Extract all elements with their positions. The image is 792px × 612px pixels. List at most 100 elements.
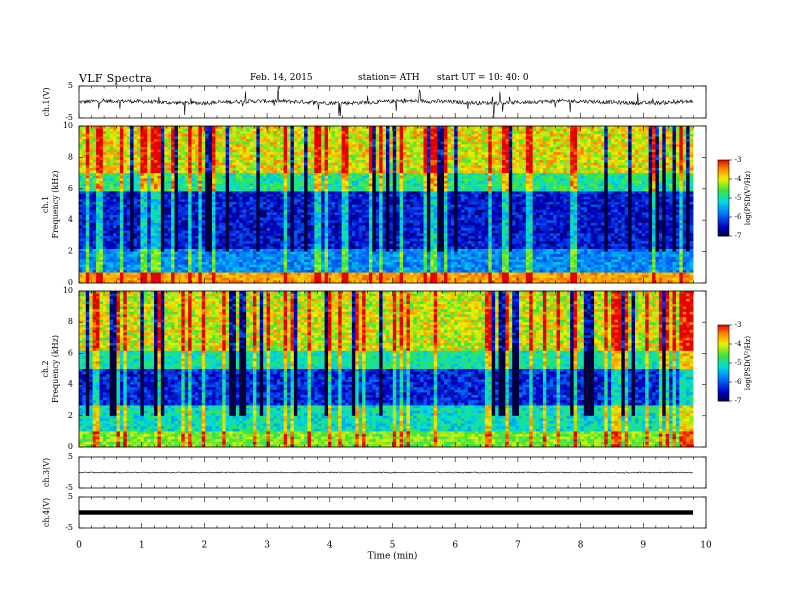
spectrogram-cell: [348, 241, 353, 245]
spectrogram-cell: [235, 246, 240, 250]
spectrogram-cell: [106, 204, 111, 208]
spectrogram-cell: [229, 194, 233, 198]
spectrogram-cell: [225, 207, 230, 211]
spectrogram-cell: [82, 201, 87, 205]
spectrogram-cell: [348, 126, 353, 130]
spectrogram-cell: [232, 269, 237, 273]
spectrogram-cell: [321, 230, 325, 234]
spectrogram-cell: [143, 178, 148, 182]
spectrogram-cell: [229, 230, 233, 234]
spectrogram-cell: [109, 222, 114, 226]
spectrogram-cell: [314, 222, 319, 226]
spectrogram-cell: [232, 139, 237, 143]
spectrogram-cell: [113, 188, 117, 192]
spectrogram-cell: [310, 275, 315, 279]
spectrogram-cell: [259, 170, 264, 174]
spectrogram-cell: [133, 272, 138, 276]
spectrogram-cell: [130, 204, 134, 208]
spectrogram-cell: [212, 241, 216, 245]
spectrogram-cell: [157, 280, 162, 284]
spectrogram-cell: [96, 262, 100, 266]
spectrogram-cell: [287, 264, 291, 268]
spectrogram-cell: [317, 233, 322, 237]
spectrogram-cell: [198, 228, 203, 232]
spectrogram-cell: [119, 277, 124, 281]
spectrogram-cell: [140, 217, 145, 221]
spectrogram-cell: [276, 259, 281, 263]
spectrogram-cell: [215, 259, 220, 263]
spectrogram-cell: [205, 251, 210, 255]
spectrogram-cell: [307, 212, 312, 216]
spectrogram-cell: [338, 128, 343, 132]
spectrogram-cell: [96, 170, 100, 174]
spectrogram-cell: [150, 173, 155, 177]
spectrogram-cell: [140, 170, 145, 174]
spectrogram-cell: [133, 217, 138, 221]
spectrogram-cell: [113, 254, 117, 258]
spectrogram-cell: [96, 136, 100, 140]
spectrogram-cell: [109, 233, 114, 237]
spectrogram-cell: [218, 178, 223, 182]
spectrogram-cell: [317, 136, 322, 140]
spectrogram-cell: [85, 141, 90, 145]
spectrogram-cell: [225, 196, 230, 200]
spectrogram-cell: [215, 256, 220, 260]
spectrogram-cell: [324, 204, 329, 208]
spectrogram-cell: [218, 152, 223, 156]
spectrogram-cell: [89, 170, 94, 174]
spectrogram-cell: [130, 275, 134, 279]
spectrogram-cell: [263, 183, 268, 187]
spectrogram-cell: [341, 162, 346, 166]
spectrogram-cell: [300, 186, 305, 190]
spectrogram-cell: [242, 241, 247, 245]
spectrogram-cell: [143, 209, 148, 213]
spectrogram-cell: [334, 152, 339, 156]
spectrogram-cell: [99, 170, 104, 174]
spectrogram-cell: [293, 126, 298, 130]
spectrogram-cell: [222, 183, 227, 187]
spectrogram-cell: [331, 259, 336, 263]
spectrogram-cell: [147, 233, 152, 237]
spectrogram-cell: [119, 275, 124, 279]
spectrogram-cell: [355, 180, 360, 184]
spectrogram-cell: [164, 209, 169, 213]
spectrogram-cell: [242, 220, 247, 224]
spectrogram-cell: [256, 173, 261, 177]
spectrogram-cell: [177, 144, 182, 148]
spectrogram-cell: [259, 178, 264, 182]
spectrogram-cell: [229, 264, 233, 268]
spectrogram-cell: [82, 183, 87, 187]
spectrogram-cell: [345, 259, 349, 263]
spectrogram-cell: [317, 238, 322, 242]
spectrogram-cell: [191, 191, 196, 195]
spectrogram-cell: [130, 162, 134, 166]
spectrogram-cell: [218, 248, 223, 252]
spectrogram-cell: [263, 228, 268, 232]
spectrogram-cell: [174, 222, 179, 226]
spectrogram-cell: [310, 175, 315, 179]
spectrogram-cell: [150, 262, 155, 266]
spectrogram-cell: [188, 162, 192, 166]
spectrogram-cell: [181, 207, 186, 211]
spectrogram-cell: [109, 238, 114, 242]
spectrogram-cell: [208, 136, 213, 140]
spectrogram-cell: [99, 154, 104, 158]
spectrogram-cell: [307, 207, 312, 211]
spectrogram-cell: [106, 269, 111, 273]
spectrogram-cell: [119, 146, 124, 150]
spectrogram-cell: [106, 154, 111, 158]
spectrogram-cell: [212, 209, 216, 213]
spectrogram-cell: [89, 141, 94, 145]
spectrogram-cell: [229, 133, 233, 137]
spectrogram-cell: [246, 173, 250, 177]
spectrogram-cell: [136, 183, 141, 187]
spectrogram-cell: [273, 167, 278, 171]
spectrogram-cell: [79, 170, 83, 174]
spectrogram-cell: [232, 154, 237, 158]
spectrogram-cell: [150, 269, 155, 273]
spectrogram-cell: [229, 262, 233, 266]
spectrogram-cell: [259, 194, 264, 198]
spectrogram-cell: [201, 133, 206, 137]
spectrogram-cell: [208, 238, 213, 242]
spectrogram-cell: [317, 173, 322, 177]
